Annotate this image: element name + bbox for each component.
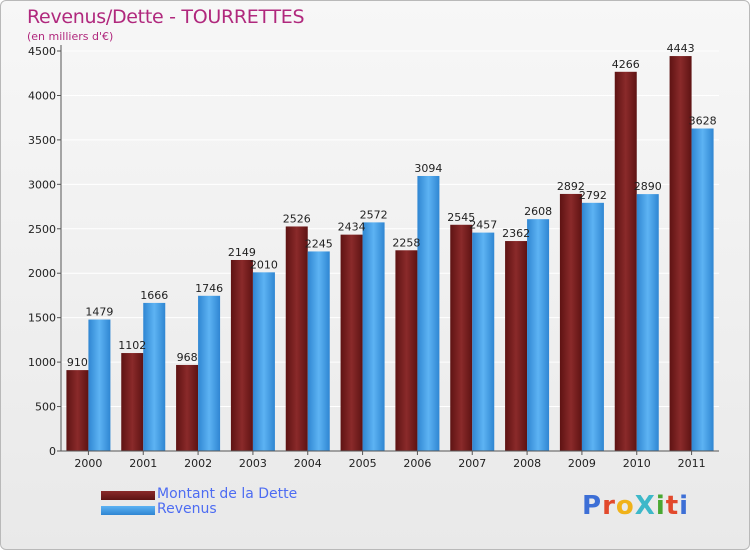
logo-letter: t xyxy=(665,491,680,521)
y-tick-label: 2000 xyxy=(28,267,56,280)
bar-dette xyxy=(230,259,253,451)
logo-letter: i xyxy=(679,491,690,521)
data-label-revenus: 3094 xyxy=(414,162,442,175)
logo-letter: P xyxy=(582,491,603,521)
data-label-revenus: 1666 xyxy=(140,289,168,302)
bar-revenus xyxy=(362,222,385,451)
bar-revenus xyxy=(581,202,604,451)
data-label-dette: 2362 xyxy=(502,227,530,240)
data-label-revenus: 2245 xyxy=(305,237,333,250)
data-label-dette: 1102 xyxy=(118,339,146,352)
bar-revenus xyxy=(527,219,550,451)
x-tick-label: 2002 xyxy=(184,457,212,470)
data-label-revenus: 3628 xyxy=(689,115,717,128)
x-tick-label: 2003 xyxy=(239,457,267,470)
bar-revenus xyxy=(143,302,166,451)
y-tick-label: 4000 xyxy=(28,89,56,102)
bar-dette xyxy=(614,71,637,452)
logo-letter: o xyxy=(615,491,635,521)
x-tick-label: 2011 xyxy=(678,457,706,470)
legend-label-dette: Montant de la Dette xyxy=(157,486,298,502)
bar-dette xyxy=(505,241,528,451)
bar-revenus xyxy=(252,272,275,451)
x-tick-label: 2005 xyxy=(349,457,377,470)
data-label-dette: 2892 xyxy=(557,180,585,193)
data-label-revenus: 2792 xyxy=(579,189,607,202)
y-tick-label: 500 xyxy=(35,401,56,414)
bar-revenus xyxy=(88,319,111,451)
logo-letter: X xyxy=(634,491,656,521)
data-label-dette: 2258 xyxy=(392,236,420,249)
bar-revenus xyxy=(636,194,659,451)
bar-dette xyxy=(669,56,692,452)
x-tick-label: 2007 xyxy=(458,457,486,470)
bar-revenus xyxy=(198,295,221,451)
y-tick-label: 0 xyxy=(49,445,56,458)
y-tick-label: 2500 xyxy=(28,223,56,236)
bar-dette xyxy=(395,250,418,451)
data-label-dette: 968 xyxy=(177,351,198,364)
data-label-dette: 2149 xyxy=(228,246,256,259)
bar-dette xyxy=(559,193,582,451)
y-tick-label: 3000 xyxy=(28,178,56,191)
bar-revenus xyxy=(472,232,495,451)
bar-dette xyxy=(285,226,308,451)
data-label-revenus: 2457 xyxy=(469,219,497,232)
data-label-dette: 2526 xyxy=(283,212,311,225)
data-label-dette: 2545 xyxy=(447,211,475,224)
y-tick-label: 1000 xyxy=(28,356,56,369)
data-label-dette: 4443 xyxy=(667,42,695,55)
x-tick-label: 2001 xyxy=(129,457,157,470)
bar-revenus xyxy=(691,128,714,451)
x-tick-label: 2000 xyxy=(74,457,102,470)
logo-letter: r xyxy=(602,491,616,521)
bar-dette xyxy=(121,353,144,451)
legend-label-revenus: Revenus xyxy=(157,501,217,517)
bar-revenus xyxy=(417,175,440,451)
x-tick-label: 2009 xyxy=(568,457,596,470)
data-label-revenus: 1479 xyxy=(85,306,113,319)
bar-dette xyxy=(340,234,363,451)
chart-subtitle: (en milliers d'€) xyxy=(27,30,114,43)
data-label-dette: 910 xyxy=(67,356,88,369)
bar-dette xyxy=(66,370,89,451)
logo-letter: i xyxy=(655,491,666,521)
proxiti-logo: ProXiti xyxy=(582,491,689,521)
chart-title: Revenus/Dette - TOURRETTES xyxy=(27,6,305,28)
x-tick-label: 2006 xyxy=(403,457,431,470)
bar-dette xyxy=(450,224,473,451)
data-label-revenus: 2572 xyxy=(360,208,388,221)
data-label-revenus: 2890 xyxy=(634,180,662,193)
data-label-revenus: 2010 xyxy=(250,258,278,271)
y-tick-label: 3500 xyxy=(28,134,56,147)
y-tick-label: 1500 xyxy=(28,312,56,325)
legend-swatch-dette xyxy=(101,491,155,500)
x-tick-label: 2010 xyxy=(623,457,651,470)
y-tick-label: 4500 xyxy=(28,45,56,58)
data-label-revenus: 2608 xyxy=(524,205,552,218)
data-label-dette: 4266 xyxy=(612,58,640,71)
data-label-revenus: 1746 xyxy=(195,282,223,295)
x-tick-label: 2008 xyxy=(513,457,541,470)
legend-swatch-revenus xyxy=(101,506,155,515)
data-label-dette: 2434 xyxy=(338,221,366,234)
x-tick-label: 2004 xyxy=(294,457,322,470)
bar-revenus xyxy=(307,251,330,451)
bar-dette xyxy=(176,364,199,451)
